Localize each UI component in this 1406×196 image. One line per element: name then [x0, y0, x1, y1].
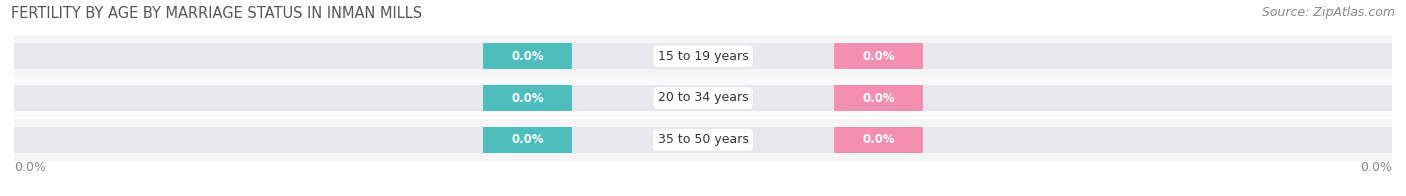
Text: Source: ZipAtlas.com: Source: ZipAtlas.com [1261, 6, 1395, 19]
Bar [14, 43, 1392, 69]
Bar [14, 85, 1392, 111]
Text: 15 to 19 years: 15 to 19 years [658, 50, 748, 63]
Text: 0.0%: 0.0% [862, 133, 896, 146]
Bar [14, 35, 1392, 77]
Bar [14, 119, 1392, 161]
Text: 0.0%: 0.0% [510, 50, 544, 63]
Bar [834, 43, 924, 69]
Text: 0.0%: 0.0% [862, 92, 896, 104]
Text: 0.0%: 0.0% [862, 50, 896, 63]
Text: 0.0%: 0.0% [510, 133, 544, 146]
Text: 0.0%: 0.0% [14, 161, 46, 174]
Text: 20 to 34 years: 20 to 34 years [658, 92, 748, 104]
Text: FERTILITY BY AGE BY MARRIAGE STATUS IN INMAN MILLS: FERTILITY BY AGE BY MARRIAGE STATUS IN I… [11, 6, 422, 21]
Text: 0.0%: 0.0% [1360, 161, 1392, 174]
Bar [14, 127, 1392, 153]
Text: 35 to 50 years: 35 to 50 years [658, 133, 748, 146]
Bar [14, 77, 1392, 119]
Bar [482, 43, 572, 69]
Text: 0.0%: 0.0% [510, 92, 544, 104]
Bar [482, 85, 572, 111]
Bar [834, 85, 924, 111]
Bar [482, 127, 572, 153]
Bar [834, 127, 924, 153]
